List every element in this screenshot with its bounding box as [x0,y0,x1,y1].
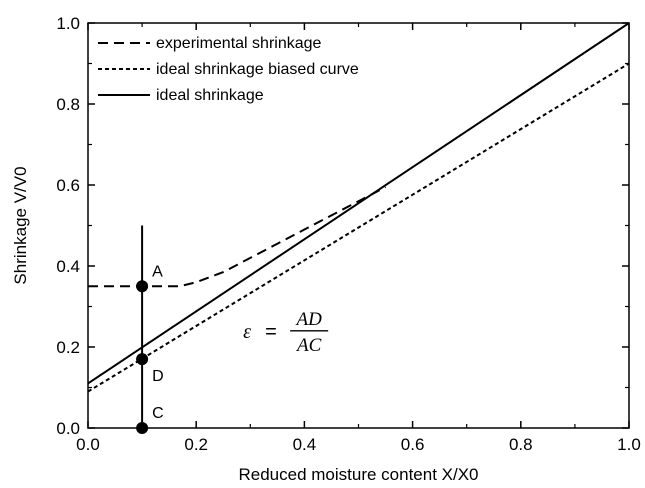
x-tick-label: 0.4 [293,435,317,454]
y-tick-label: 0.0 [56,419,80,438]
point-d-label: D [152,368,164,385]
equation-equals: = [265,321,277,343]
point-c-marker [136,422,149,434]
x-tick-label: 0.8 [509,435,533,454]
y-tick-label: 0.8 [56,95,80,114]
point-d-marker [136,353,149,366]
equation: ε = AD AC [243,309,329,356]
y-tick-label: 0.2 [56,338,80,357]
legend-label-3: ideal shrinkage [156,87,264,104]
series-line-2 [88,62,629,393]
legend-label-2: ideal shrinkage biased curve [156,61,359,78]
series-line-3 [88,23,629,385]
equation-numerator: AD [295,309,323,330]
point-a-marker [136,280,149,293]
axes: 0.0 0.2 0.4 0.6 0.8 1.0 0.0 0.2 0.4 0.6 0.8 1.0 [56,14,640,454]
equation-denominator: AC [295,335,322,356]
point-a-label: A [152,263,163,280]
y-axis-title: Shrinkage V/V0 [11,166,30,284]
x-axis-title: Reduced moisture content X/X0 [238,465,478,484]
x-tick-label: 0.0 [76,435,100,454]
equation-epsilon: ε [243,321,251,343]
plot-area [88,23,629,428]
x-tick-label: 1.0 [617,435,641,454]
y-tick-label: 0.4 [56,257,80,276]
plot-frame [87,22,630,429]
legend: experimental shrinkage ideal shrinkage bi… [98,35,359,104]
series-line-1 [88,186,387,288]
legend-label-1: experimental shrinkage [156,35,322,52]
x-tick-label: 0.2 [184,435,208,454]
y-tick-label: 0.6 [56,176,80,195]
point-c-label: C [152,405,164,422]
y-tick-label: 1.0 [56,14,80,33]
x-tick-label: 0.6 [401,435,425,454]
